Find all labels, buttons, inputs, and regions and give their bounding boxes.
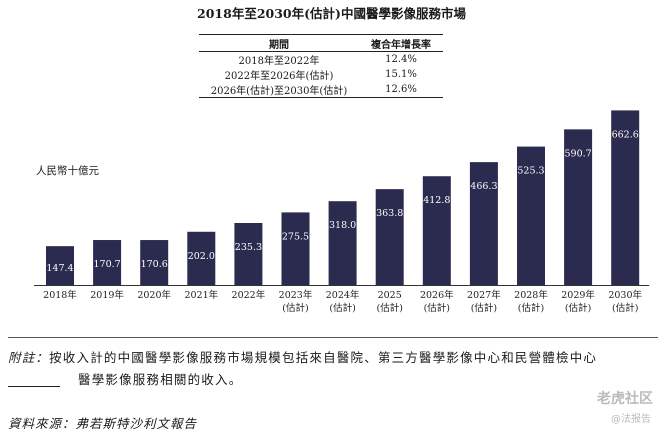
bar-value-label: 525.3	[517, 166, 544, 177]
cagr-table-top-rule	[199, 34, 443, 35]
bar	[328, 201, 357, 285]
bar-chart: 147.4 2018年 170.7 2019年 170.6 2020年 202.0 2021年…	[34, 110, 650, 314]
bar	[93, 240, 122, 285]
bar	[517, 146, 545, 285]
watermark-sub: @法报告	[611, 414, 651, 425]
cagr-period: 2018年至2022年	[238, 56, 320, 67]
x-tick-label: 2029年	[561, 289, 595, 301]
watermark-logo: 老虎社区	[597, 391, 653, 407]
bar	[564, 129, 593, 285]
bar-value-label: 662.6	[612, 129, 639, 140]
x-tick-label: (估計)	[376, 302, 402, 314]
x-tick-label: 2023年	[279, 289, 313, 301]
x-tick-label: 2026年	[420, 289, 454, 301]
unit-label: 人民幣十億元	[36, 165, 99, 177]
table-row: 2022年至2026年(估計) 15.1%	[199, 67, 443, 82]
cagr-rate: 12.4%	[385, 54, 417, 65]
x-tick-label: 2025	[378, 290, 402, 301]
x-tick-label: (估計)	[282, 302, 308, 314]
footnote-line1: 按收入計的中國醫學影像服務市場規模包括來自醫院、第三方醫學影像中心和民營體檢中心	[49, 350, 598, 365]
x-tick-label: 2022年	[232, 289, 266, 301]
cagr-rate: 12.6%	[359, 82, 443, 98]
bar	[375, 189, 404, 285]
footnote-lead: 附註：	[8, 350, 50, 365]
x-tick-label: 2027年	[467, 289, 501, 301]
bar	[281, 212, 310, 285]
cagr-period: 2022年至2026年(估計)	[224, 71, 334, 82]
cagr-table: 期間 複合年增長率 2018年至2022年 12.4% 2022年至2026年(…	[199, 35, 443, 98]
x-tick-label: (估計)	[565, 302, 591, 314]
bar	[187, 231, 216, 285]
bar-value-label: 466.3	[470, 181, 497, 192]
x-tick-label: 2024年	[326, 289, 360, 301]
x-tick-label: 2019年	[90, 289, 124, 301]
footnote-line2: 醫學影像服務相關的收入。	[78, 372, 243, 387]
bar-value-label: 412.8	[423, 195, 450, 206]
cagr-period: 2026年(估計)至2030年(估計)	[199, 82, 359, 98]
note-divider	[8, 337, 658, 338]
x-tick-label: (估計)	[471, 302, 497, 314]
bar-value-label: 275.5	[282, 231, 309, 242]
x-tick-label: 2030年	[608, 289, 642, 301]
bar	[140, 240, 169, 285]
bar	[611, 110, 640, 285]
bar-value-label: 318.0	[329, 220, 356, 231]
cagr-rate: 15.1%	[385, 69, 417, 80]
footnote-underline	[8, 386, 60, 387]
bar-value-label: 147.4	[46, 263, 73, 274]
bar	[422, 176, 451, 285]
bar-value-label: 363.8	[376, 208, 403, 219]
x-tick-label: (估計)	[612, 302, 638, 314]
x-tick-label: 2020年	[137, 289, 171, 301]
bar	[469, 162, 498, 285]
x-tick-label: 2021年	[184, 289, 218, 301]
bar-value-label: 590.7	[564, 148, 591, 159]
bar-value-label: 170.7	[93, 259, 120, 270]
bar-value-label: 170.6	[141, 259, 168, 270]
table-row: 2018年至2022年 12.4%	[199, 52, 443, 67]
source-note: 資料來源：弗若斯特沙利文報告	[8, 416, 198, 431]
cagr-header-rate: 複合年增長率	[359, 35, 443, 52]
x-tick-label: (估計)	[424, 302, 450, 314]
bar-value-label: 235.3	[235, 242, 262, 253]
x-tick-label: (估計)	[518, 302, 544, 314]
x-tick-label: 2028年	[514, 289, 548, 301]
footnote: 附註：按收入計的中國醫學影像服務市場規模包括來自醫院、第三方醫學影像中心和民營體…	[8, 347, 597, 369]
bar	[46, 246, 74, 285]
x-tick-label: (估計)	[329, 302, 355, 314]
bar-value-label: 202.0	[188, 251, 215, 262]
x-tick-label: 2018年	[43, 289, 77, 301]
cagr-header-period: 期間	[199, 35, 359, 52]
bar	[234, 222, 263, 285]
table-row: 2026年(估計)至2030年(估計) 12.6%	[199, 82, 443, 98]
chart-title: 2018年至2030年(估計)中國醫學影像服務市場	[197, 6, 466, 21]
